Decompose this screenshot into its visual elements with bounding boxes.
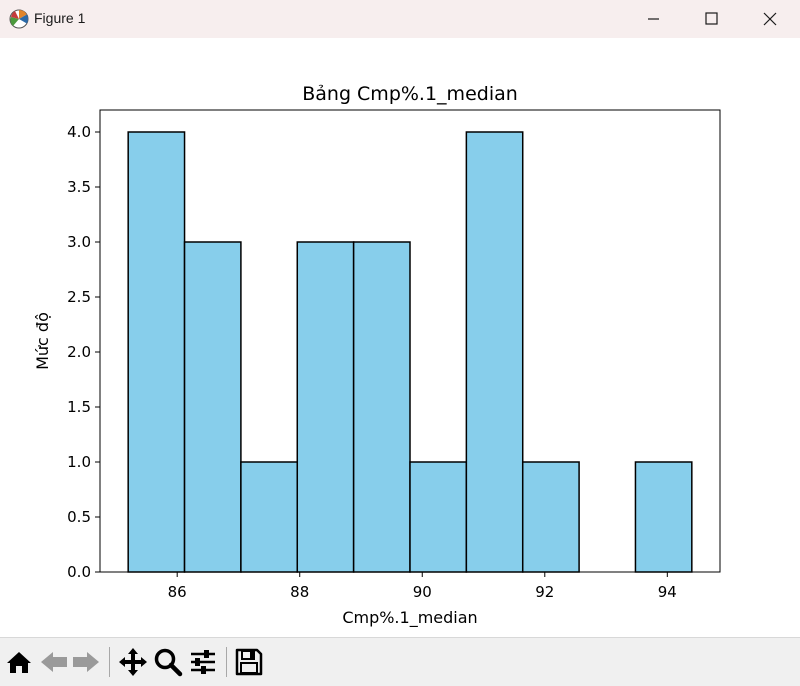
back-button[interactable] — [38, 646, 70, 678]
x-axis-ticks: 86 88 90 92 94 — [168, 572, 677, 601]
home-icon — [7, 652, 31, 673]
y-axis-ticks: 0.0 0.5 1.0 1.5 2.0 2.5 3.0 3.5 4.0 — [67, 123, 100, 581]
y-tick-label: 1.5 — [67, 398, 91, 416]
forward-icon — [73, 652, 99, 672]
back-icon — [41, 652, 67, 672]
close-icon — [763, 12, 777, 26]
histogram-bar-1 — [127, 131, 186, 573]
close-button[interactable] — [740, 0, 798, 38]
histogram-bar-10 — [634, 461, 693, 573]
x-tick-label: 90 — [413, 583, 432, 601]
navigation-toolbar — [0, 637, 800, 686]
chart-title: Bảng Cmp%.1_median — [302, 83, 518, 105]
window-title: Figure 1 — [34, 10, 86, 26]
x-axis-label: Cmp%.1_median — [342, 608, 477, 628]
y-tick-label: 0.0 — [67, 563, 91, 581]
histogram-bar-6 — [409, 461, 468, 573]
minimize-icon — [648, 18, 659, 20]
histogram-bar-3 — [240, 461, 299, 573]
y-tick-label: 1.0 — [67, 453, 91, 471]
zoom-icon — [154, 648, 183, 677]
home-button[interactable] — [3, 646, 35, 678]
histogram-bar-2 — [183, 241, 242, 573]
y-tick-label: 2.5 — [67, 288, 91, 306]
toolbar-separator — [226, 647, 227, 677]
bars-group — [127, 131, 693, 573]
configure-subplots-icon — [191, 650, 215, 674]
y-tick-label: 2.0 — [67, 343, 91, 361]
y-axis-label: Mức độ — [33, 312, 52, 370]
y-tick-label: 0.5 — [67, 508, 91, 526]
pan-icon — [119, 648, 147, 676]
save-button[interactable] — [233, 646, 265, 678]
y-tick-label: 3.0 — [67, 233, 91, 251]
x-tick-label: 94 — [658, 583, 677, 601]
x-tick-label: 86 — [168, 583, 187, 601]
figure-canvas: Bảng Cmp%.1_median 86 88 90 92 94 0.0 0.5 1.0 1… — [0, 38, 800, 637]
save-icon — [235, 648, 263, 676]
plot-frame — [99, 109, 721, 573]
histogram-bar-8 — [521, 461, 580, 573]
x-tick-label: 92 — [535, 583, 554, 601]
toolbar-separator — [109, 647, 110, 677]
configure-subplots-button[interactable] — [187, 646, 219, 678]
minimize-button[interactable] — [624, 0, 682, 38]
x-tick-label: 88 — [290, 583, 309, 601]
histogram-chart: Bảng Cmp%.1_median 86 88 90 92 94 0.0 0.5 1.0 1… — [33, 83, 721, 628]
histogram-bar-5 — [352, 241, 411, 573]
matplotlib-logo-icon — [9, 9, 29, 29]
y-tick-label: 3.5 — [67, 178, 91, 196]
histogram-bar-4 — [296, 241, 355, 573]
forward-button[interactable] — [70, 646, 102, 678]
maximize-button[interactable] — [682, 0, 740, 38]
y-tick-label: 4.0 — [67, 123, 91, 141]
zoom-button[interactable] — [152, 646, 184, 678]
histogram-bar-7 — [465, 131, 524, 573]
maximize-icon — [705, 12, 718, 25]
window-titlebar: Figure 1 — [0, 0, 800, 38]
pan-button[interactable] — [117, 646, 149, 678]
